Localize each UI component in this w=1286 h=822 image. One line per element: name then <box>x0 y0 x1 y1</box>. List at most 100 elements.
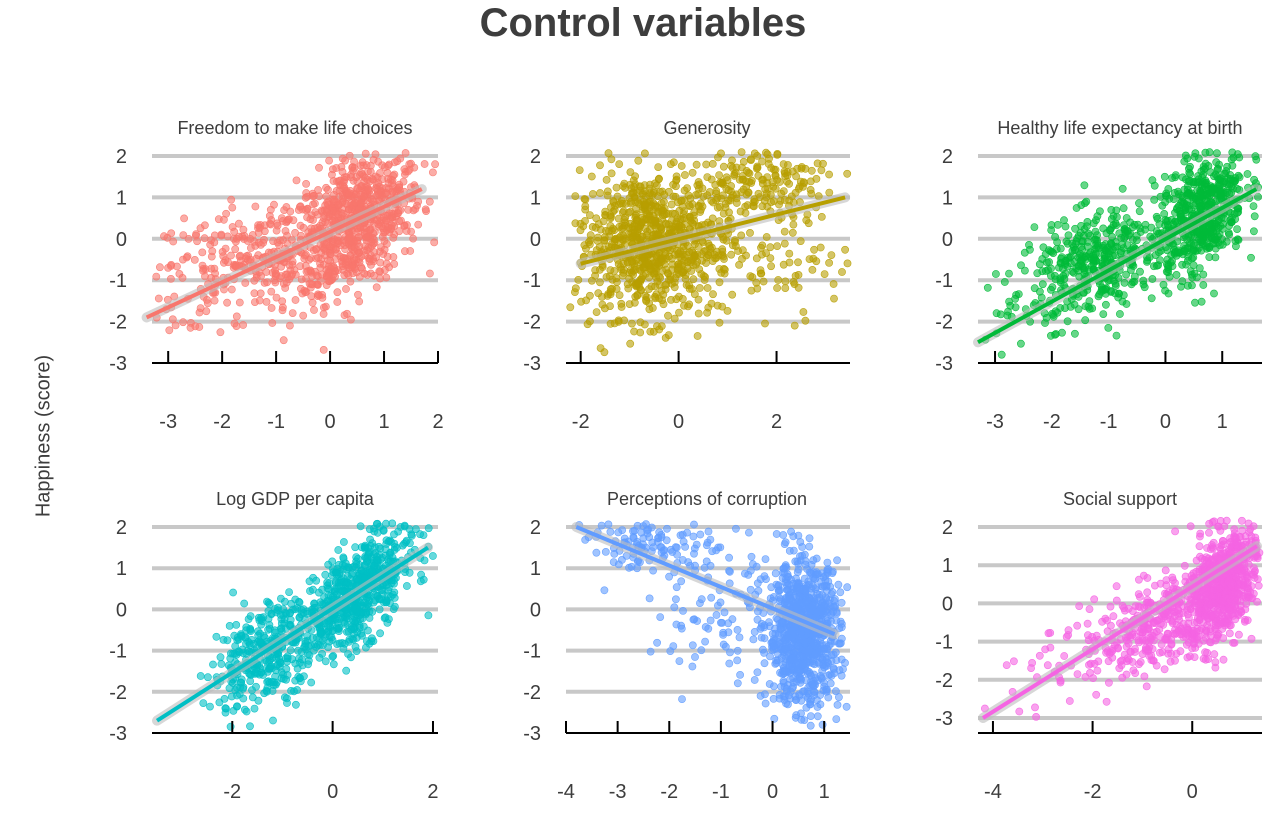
data-point <box>806 712 815 720</box>
data-point <box>813 703 822 711</box>
data-point <box>272 226 281 235</box>
data-point <box>289 216 298 225</box>
data-point <box>649 205 658 214</box>
data-point <box>282 609 291 618</box>
data-point <box>607 169 616 178</box>
data-point <box>390 576 398 585</box>
data-point <box>350 157 358 166</box>
data-point <box>826 679 835 688</box>
data-point <box>269 681 278 689</box>
data-point <box>262 268 271 276</box>
data-point <box>620 316 628 325</box>
data-point <box>225 622 234 630</box>
data-point <box>263 678 272 686</box>
data-point <box>750 197 759 206</box>
y-tick-label: 1 <box>942 187 953 209</box>
x-tick-label: 0 <box>327 781 338 803</box>
data-point <box>1094 249 1102 258</box>
data-point <box>283 699 291 707</box>
data-point <box>834 580 843 589</box>
data-point <box>771 184 780 193</box>
data-point <box>827 671 836 680</box>
data-point <box>619 259 628 268</box>
data-point <box>798 543 807 551</box>
data-point <box>1199 191 1208 200</box>
data-point <box>793 668 802 676</box>
data-point <box>651 215 659 224</box>
data-point <box>656 273 665 282</box>
data-point <box>837 655 846 664</box>
data-point <box>203 295 211 304</box>
data-point <box>402 582 411 590</box>
data-point <box>820 644 829 653</box>
data-point <box>379 526 388 534</box>
data-point <box>394 206 403 215</box>
data-point <box>698 184 707 193</box>
data-point <box>324 277 333 285</box>
data-point <box>837 598 846 607</box>
data-point <box>594 289 603 298</box>
data-point <box>837 671 846 680</box>
data-point <box>390 170 399 179</box>
data-point <box>668 223 677 232</box>
data-point <box>617 225 626 234</box>
data-point <box>1150 181 1159 190</box>
data-point <box>820 678 828 687</box>
data-point <box>428 168 437 177</box>
data-point <box>255 223 264 232</box>
points <box>981 148 1262 359</box>
x-tick-label: -1 <box>267 411 285 433</box>
data-point <box>1107 205 1116 214</box>
data-point <box>720 264 728 273</box>
data-point <box>160 232 168 241</box>
data-point <box>192 230 200 238</box>
data-point <box>1101 253 1110 261</box>
data-point <box>801 587 810 596</box>
data-point <box>154 294 163 303</box>
data-point <box>589 190 597 198</box>
data-point <box>794 258 802 267</box>
data-point <box>321 570 330 579</box>
data-point <box>342 285 350 293</box>
data-point <box>1210 289 1218 298</box>
data-point <box>671 192 680 201</box>
data-point <box>761 555 770 563</box>
y-tick-label: -3 <box>523 353 541 375</box>
data-point <box>250 276 259 285</box>
data-point <box>316 627 325 636</box>
data-point <box>812 257 821 266</box>
data-point <box>656 223 665 232</box>
data-point <box>400 170 409 179</box>
data-point <box>425 269 434 278</box>
data-point <box>626 180 634 189</box>
y-tick-label: 2 <box>530 146 541 168</box>
data-point <box>801 597 810 606</box>
data-point <box>667 200 676 209</box>
data-point <box>1107 240 1116 248</box>
data-point <box>698 202 707 211</box>
data-point <box>1233 235 1242 244</box>
data-point <box>346 315 355 324</box>
data-point <box>719 162 728 171</box>
data-point <box>829 664 838 672</box>
data-point <box>308 280 317 289</box>
data-point <box>230 319 239 328</box>
data-point <box>347 625 356 634</box>
data-point <box>1136 267 1144 276</box>
data-point <box>207 252 216 261</box>
data-point <box>598 300 607 309</box>
data-point <box>1060 216 1068 225</box>
data-point <box>593 236 602 245</box>
data-point <box>604 149 613 158</box>
data-point <box>645 273 653 282</box>
data-point <box>571 288 579 296</box>
data-point <box>1139 276 1148 285</box>
data-point <box>754 171 763 180</box>
data-point <box>842 702 851 711</box>
data-point <box>259 671 267 679</box>
data-point <box>1123 227 1132 235</box>
data-point <box>576 226 585 235</box>
data-point <box>351 198 360 207</box>
data-point <box>231 262 240 271</box>
data-point <box>239 694 248 703</box>
